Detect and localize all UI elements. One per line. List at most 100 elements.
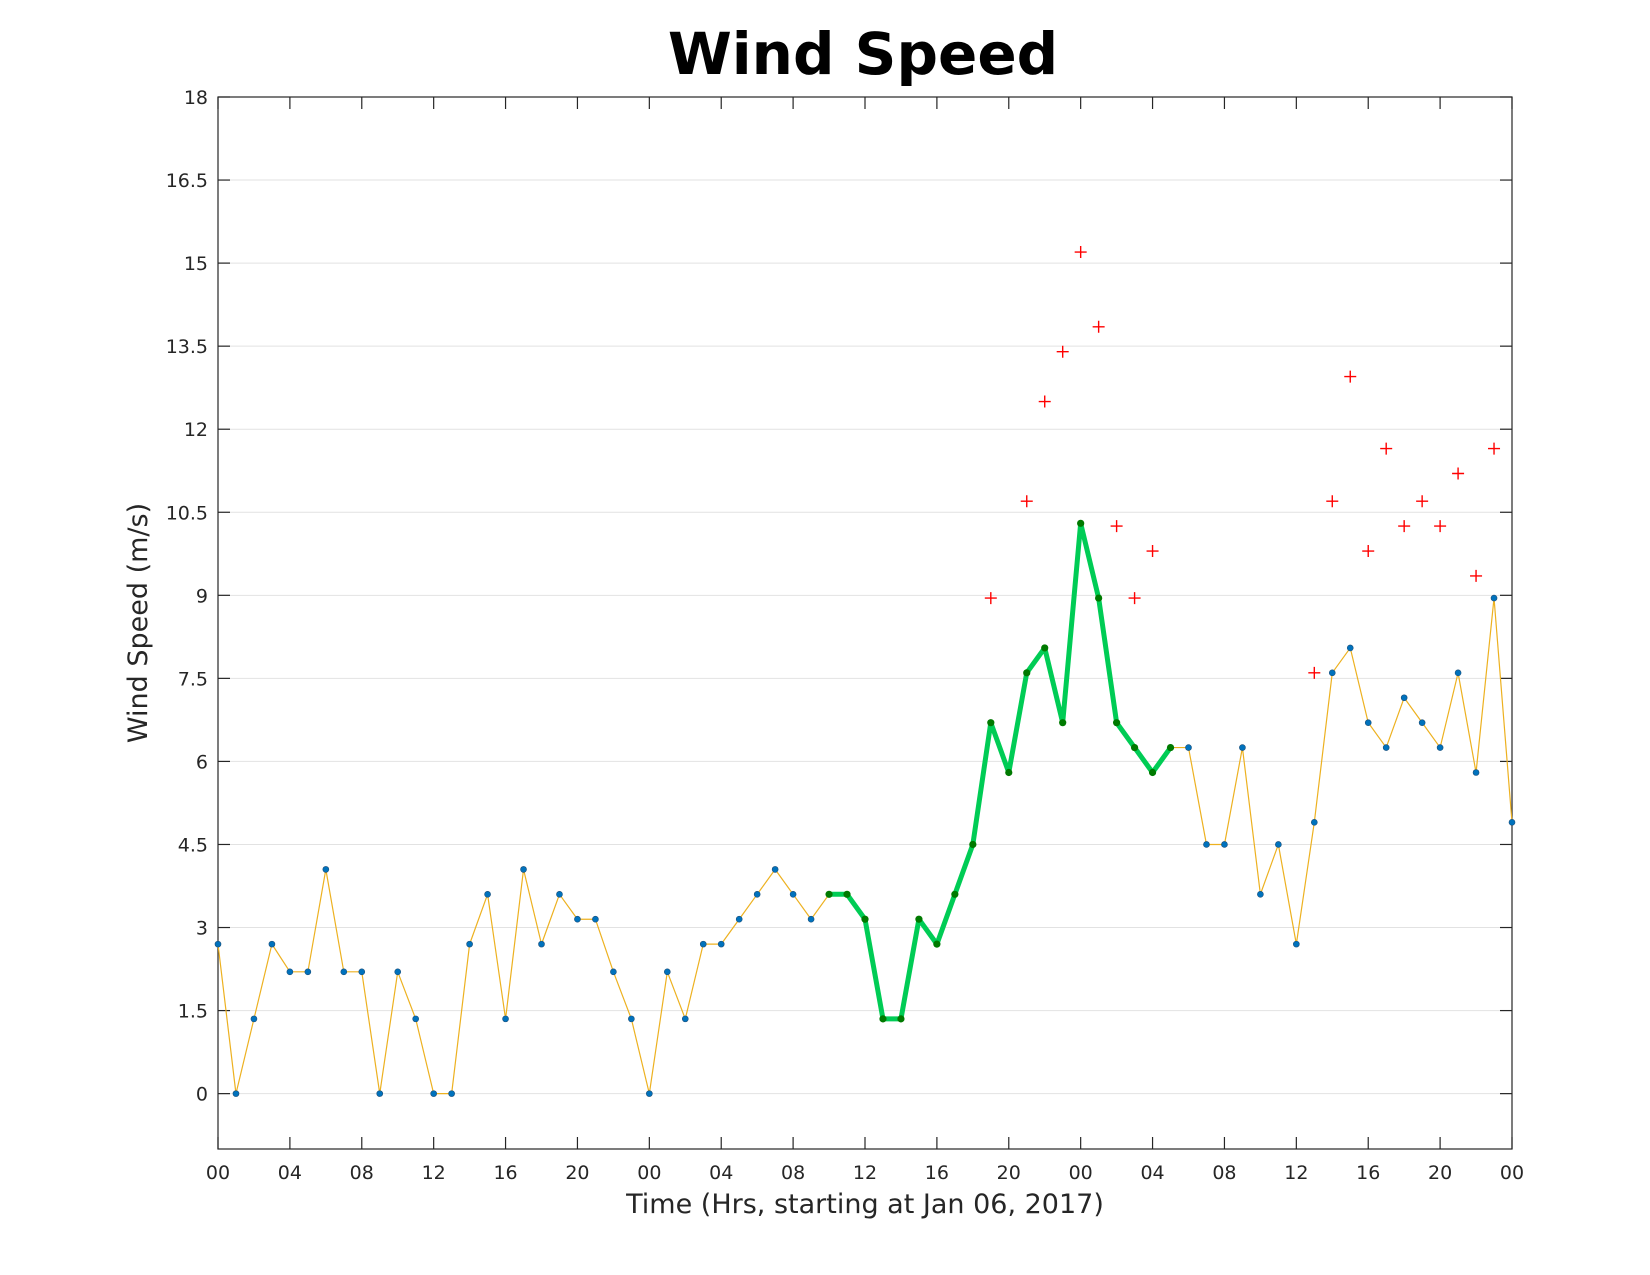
data-point [789, 891, 797, 898]
plus-marker [1362, 545, 1375, 558]
x-tick-label: 08 [350, 1162, 374, 1184]
x-tick-label: 16 [925, 1162, 949, 1184]
highlight-point [1005, 768, 1013, 777]
data-point [1490, 594, 1498, 602]
plus-marker [1398, 520, 1411, 533]
highlight-point [1095, 594, 1103, 602]
highlight-point [825, 890, 833, 898]
x-tick-label: 16 [1356, 1162, 1380, 1184]
plus-marker [1344, 370, 1357, 383]
plus-marker [1020, 495, 1033, 508]
data-point [1239, 744, 1246, 751]
highlight-point [1166, 743, 1175, 752]
x-tick-label: 08 [1212, 1162, 1236, 1184]
y-tick-label: 6 [196, 751, 208, 773]
axis-ticks: 0 1.5 3 4.5 6 7.5 9 10.5 12 13.5 15 16.5 18 00 04 08 12 1… [166, 87, 1524, 1184]
data-point [771, 866, 779, 873]
data-point [1257, 891, 1264, 898]
data-point [412, 1015, 419, 1023]
data-point [664, 968, 671, 976]
data-point [1400, 694, 1408, 702]
data-point [214, 940, 222, 948]
y-tick-label: 1.5 [178, 1001, 208, 1023]
x-tick-label: 00 [206, 1162, 230, 1184]
highlight-point [1113, 719, 1121, 727]
plus-marker [1074, 246, 1087, 259]
x-tick-label: 04 [1140, 1162, 1164, 1184]
data-point [466, 940, 473, 948]
plus-marker [1056, 345, 1069, 358]
data-point [304, 968, 312, 976]
highlight-point [843, 890, 851, 898]
x-tick-label: 20 [565, 1162, 589, 1184]
highlight-point [951, 890, 959, 898]
y-tick-label: 4.5 [178, 834, 208, 856]
highlight-point [969, 840, 977, 849]
data-point [1185, 744, 1192, 751]
plus-marker [1434, 520, 1447, 533]
plus-marker [1452, 467, 1465, 480]
highlight-line [829, 520, 1173, 1022]
data-point [1346, 644, 1354, 652]
y-tick-label: 0 [196, 1084, 208, 1106]
data-point [1472, 769, 1480, 776]
data-point [1221, 841, 1228, 848]
data-point [376, 1090, 384, 1097]
x-tick-label: 04 [709, 1162, 733, 1184]
data-point [484, 891, 491, 898]
x-tick-label: 16 [493, 1162, 517, 1184]
highlight-point [1059, 719, 1067, 727]
data-point [502, 1015, 509, 1023]
highlight-point [1077, 519, 1085, 527]
data-point [556, 891, 563, 898]
x-tick-label: 20 [1428, 1162, 1452, 1184]
data-point [322, 866, 330, 873]
data-point [430, 1090, 437, 1097]
data-point [1364, 719, 1372, 726]
data-point [628, 1015, 635, 1023]
data-point [574, 915, 581, 923]
x-tick-label: 08 [781, 1162, 805, 1184]
highlight-point [915, 915, 923, 923]
plus-marker [984, 592, 997, 605]
series-line [217, 522, 1513, 1095]
data-point [1508, 819, 1516, 826]
data-point [717, 940, 725, 948]
x-tick-label: 00 [637, 1162, 661, 1184]
x-tick-label: 00 [1500, 1162, 1524, 1184]
highlight-point [897, 1015, 905, 1023]
data-point [735, 915, 743, 923]
data-point [520, 866, 527, 873]
y-tick-label: 3 [196, 918, 208, 940]
plus-marker [1488, 442, 1501, 455]
plus-marker [1380, 442, 1393, 455]
data-point [1293, 940, 1300, 948]
x-tick-label: 12 [853, 1162, 877, 1184]
data-point [646, 1090, 653, 1097]
data-point [340, 968, 348, 976]
y-tick-label: 7.5 [178, 668, 208, 690]
plot-area-frame [217, 96, 1513, 1150]
y-tick-label: 10.5 [166, 502, 208, 524]
data-point [610, 968, 617, 976]
data-point [1203, 841, 1210, 848]
plus-marker [1326, 495, 1339, 508]
data-point [1328, 669, 1336, 677]
y-tick-label: 15 [184, 253, 208, 275]
gridlines [218, 96, 1512, 1095]
data-point [250, 1015, 258, 1023]
highlight-point [1148, 768, 1157, 777]
data-point [807, 915, 815, 923]
data-series [214, 246, 1516, 1097]
plus-marker [1038, 395, 1051, 408]
highlight-point [1023, 669, 1031, 677]
y-tick-label: 12 [184, 419, 208, 441]
highlight-point [1130, 743, 1139, 752]
plus-marker [1128, 592, 1141, 605]
data-point [1275, 841, 1282, 848]
plus-marker [1470, 569, 1483, 582]
data-point [592, 915, 599, 923]
x-tick-label: 00 [1069, 1162, 1093, 1184]
plus-marker [1146, 545, 1159, 558]
